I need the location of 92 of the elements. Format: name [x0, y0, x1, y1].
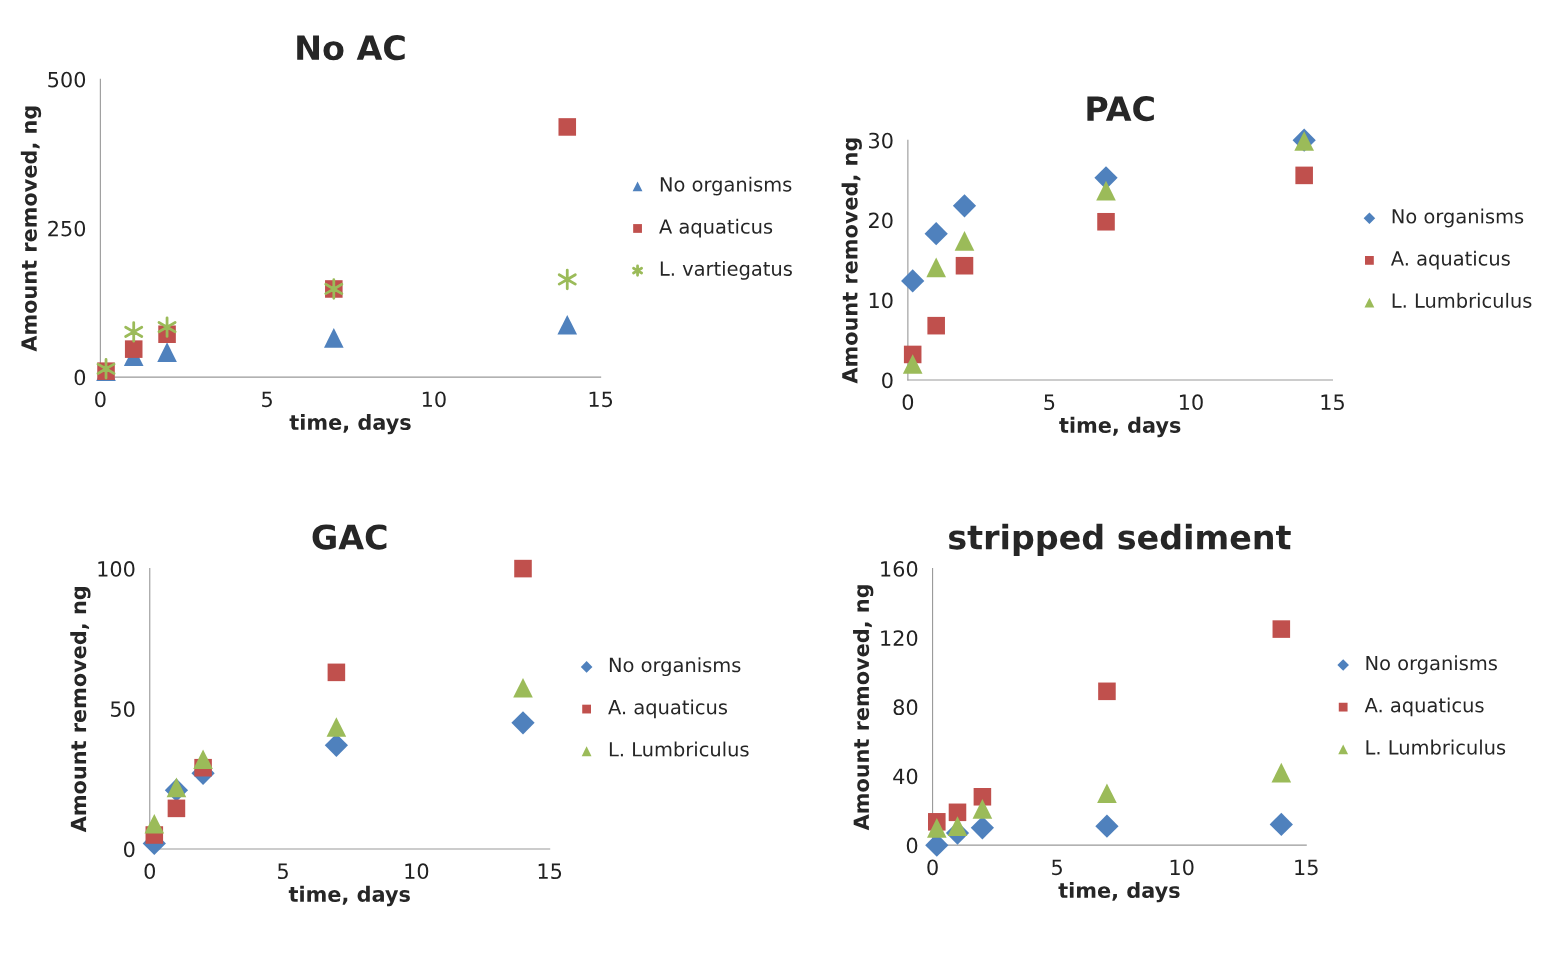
- point: [927, 316, 945, 335]
- legend-label: No organisms: [1366, 655, 1497, 675]
- point: [323, 327, 344, 348]
- point: [326, 717, 347, 737]
- legend-label: No organisms: [609, 657, 741, 677]
- chart-title: No AC: [297, 35, 405, 61]
- point: [124, 340, 143, 358]
- x-tick-label: 0: [927, 859, 938, 876]
- point: [924, 222, 948, 246]
- x-axis-title: time, days: [289, 413, 411, 435]
- y-tick-label: 0: [882, 372, 893, 389]
- y-tick-label: 120: [881, 630, 918, 646]
- point: [124, 321, 144, 343]
- point: [1097, 212, 1115, 231]
- y-tick-label: 40: [893, 768, 918, 785]
- point: [557, 268, 577, 291]
- chart-title: GAC: [312, 524, 387, 550]
- point: [144, 813, 165, 834]
- x-tick-label: 0: [95, 391, 106, 408]
- x-axis-title: time, days: [1058, 881, 1180, 903]
- point: [955, 256, 974, 275]
- x-tick-label: 10: [405, 863, 429, 880]
- x-tick-label: 5: [262, 391, 272, 408]
- point: [513, 677, 533, 698]
- y-tick-label: 10: [869, 292, 893, 309]
- y-tick-label: 160: [881, 561, 918, 577]
- legend-label: A. aquaticus: [1390, 250, 1510, 270]
- point: [926, 257, 946, 278]
- point: [1271, 762, 1292, 783]
- x-axis-title: time, days: [1059, 416, 1181, 438]
- point: [947, 816, 968, 836]
- x-tick-label: 10: [1170, 859, 1194, 876]
- point: [193, 749, 213, 770]
- y-tick-label: 250: [48, 220, 86, 237]
- point: [926, 818, 947, 838]
- x-tick-label: 5: [1044, 394, 1055, 411]
- legend-label: No organisms: [660, 176, 792, 196]
- x-tick-label: 15: [538, 863, 562, 880]
- legend-label: No organisms: [1392, 208, 1524, 228]
- y-axis-title: Amount removed, ng: [20, 106, 42, 352]
- x-tick-label: 15: [589, 391, 613, 408]
- point: [157, 342, 177, 362]
- y-tick-label: 20: [869, 212, 893, 229]
- x-tick-label: 0: [144, 863, 156, 880]
- point: [1096, 180, 1116, 201]
- y-tick-label: 50: [110, 701, 135, 718]
- legend-label: L. Lumbriculus: [1366, 739, 1506, 755]
- point: [973, 787, 992, 806]
- y-tick-label: 30: [869, 132, 893, 149]
- point: [902, 354, 923, 374]
- y-tick-label: 80: [893, 699, 918, 716]
- point: [167, 799, 186, 818]
- x-tick-label: 15: [1295, 859, 1318, 876]
- legend-label: A. aquaticus: [608, 699, 728, 719]
- point: [901, 269, 925, 293]
- point: [327, 663, 346, 682]
- point: [1097, 783, 1117, 804]
- point: [1272, 620, 1291, 638]
- point: [952, 194, 977, 218]
- y-axis-title: Amount removed, ng: [853, 585, 874, 831]
- x-tick-label: 5: [278, 863, 288, 880]
- legend-label: L. Lumbriculus: [609, 741, 749, 757]
- y-axis-title: Amount removed, ng: [841, 138, 862, 384]
- point: [514, 559, 532, 578]
- legend-label: A aquaticus: [659, 218, 773, 238]
- y-tick-label: 100: [98, 561, 135, 577]
- point: [557, 314, 578, 335]
- y-axis-title: Amount removed, ng: [70, 587, 91, 833]
- x-tick-label: 5: [1052, 859, 1062, 876]
- point: [1095, 814, 1119, 838]
- x-tick-label: 10: [422, 391, 446, 408]
- x-tick-label: 15: [1321, 394, 1344, 411]
- legend-label: L. vartiegatus: [660, 260, 792, 280]
- chart-title: stripped sediment: [949, 523, 1291, 557]
- y-tick-label: 0: [906, 837, 918, 854]
- point: [954, 231, 975, 251]
- x-axis-title: time, days: [288, 885, 410, 907]
- point: [558, 118, 577, 136]
- legend-label: A. aquaticus: [1364, 697, 1484, 717]
- point: [970, 816, 995, 840]
- x-tick-label: 10: [1179, 394, 1203, 411]
- point: [1269, 812, 1293, 837]
- point: [1295, 166, 1313, 185]
- y-tick-label: 0: [124, 841, 135, 858]
- y-tick-label: 0: [74, 369, 86, 386]
- y-tick-label: 500: [48, 71, 86, 88]
- point: [511, 711, 535, 735]
- point: [1098, 682, 1116, 701]
- chart-title: PAC: [1087, 96, 1154, 122]
- legend-label: L. Lumbriculus: [1392, 292, 1532, 308]
- point: [972, 799, 993, 819]
- point: [157, 316, 177, 338]
